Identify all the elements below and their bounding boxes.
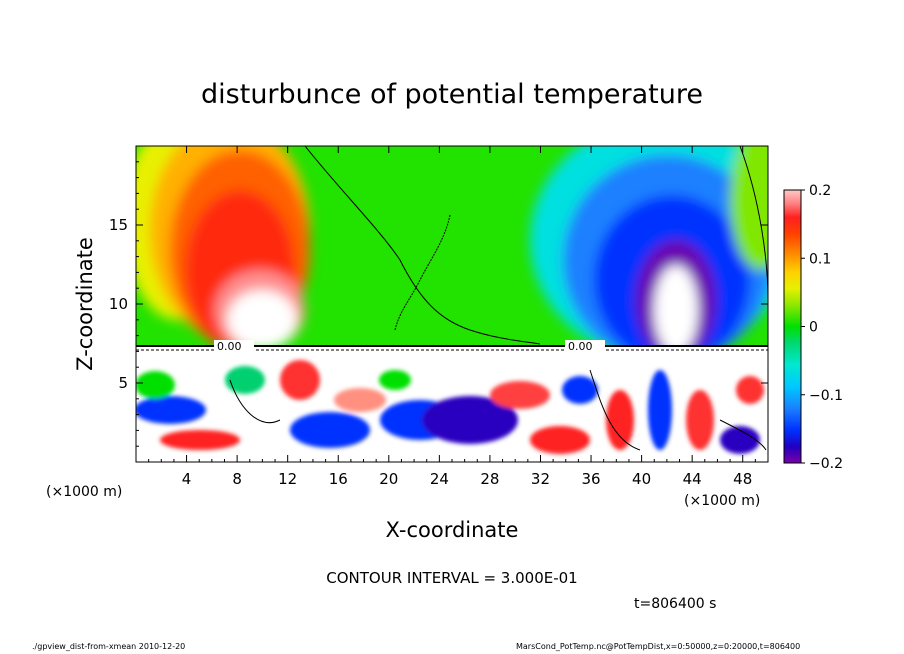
y-axis-label: Z-coordinate	[73, 237, 97, 371]
x-tick-label: 32	[531, 470, 550, 488]
x-tick-label: 28	[480, 470, 499, 488]
x-axis-ticks: 4 8 12 16 20 24 28 32 36 40 44 48	[148, 146, 756, 488]
heatmap-field: 0.00 0.00	[136, 146, 768, 462]
x-tick-label: 12	[278, 470, 297, 488]
x-tick-label: 44	[683, 470, 702, 488]
colorbar-tick-label: 0.2	[809, 183, 831, 199]
x-axis-label: X-coordinate	[386, 518, 519, 542]
time-text: t=806400 s	[634, 596, 716, 612]
contour-line	[304, 146, 541, 345]
x-tick-label: 4	[182, 470, 192, 488]
x-tick-label: 40	[632, 470, 651, 488]
y-axis-ticks: 5 10 15	[109, 161, 768, 447]
footer-left: ./gpview_dist-from-xmean 2010-12-20	[32, 642, 186, 651]
x-unit-left: (×1000 m)	[46, 484, 122, 500]
colorbar-tick-label: −0.2	[809, 456, 843, 472]
contour-interval-text: CONTOUR INTERVAL = 3.000E-01	[326, 569, 577, 587]
contour-label: 0.00	[217, 340, 242, 353]
x-tick-label: 16	[329, 470, 348, 488]
y-tick-label: 5	[118, 374, 128, 392]
x-tick-label: 48	[733, 470, 752, 488]
footer-right: MarsCond_PotTemp.nc@PotTempDist,x=0:5000…	[516, 642, 801, 651]
x-tick-label: 20	[379, 470, 398, 488]
y-tick-label: 10	[109, 295, 128, 313]
contour-label-box	[565, 340, 605, 352]
y-tick-label: 15	[109, 216, 128, 234]
contour-label-box	[214, 340, 254, 352]
contour-line	[229, 369, 767, 451]
colorbar-ticks: 0.2 0.1 0 −0.1 −0.2	[801, 183, 843, 472]
colorbar-tick-label: −0.1	[809, 388, 843, 404]
x-tick-label: 36	[581, 470, 600, 488]
chart-title: disturbunce of potential temperature	[201, 79, 703, 110]
colorbar-tick-label: 0	[809, 320, 818, 336]
contour-label: 0.00	[568, 340, 593, 353]
x-unit-right: (×1000 m)	[684, 493, 760, 509]
x-tick-label: 24	[430, 470, 449, 488]
colorbar-tick-label: 0.1	[809, 251, 831, 267]
x-tick-label: 8	[232, 470, 242, 488]
colorbar	[783, 189, 802, 464]
